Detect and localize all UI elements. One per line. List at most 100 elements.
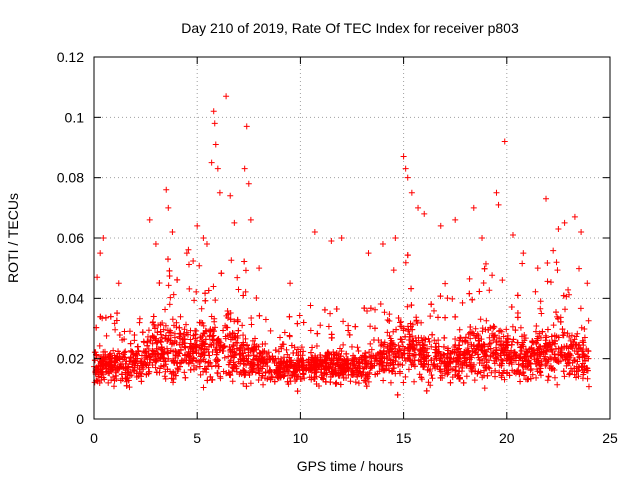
data-point xyxy=(166,273,173,280)
data-point xyxy=(251,346,258,353)
data-point xyxy=(150,313,157,320)
data-point xyxy=(274,370,281,377)
data-point xyxy=(286,358,293,365)
data-point xyxy=(388,368,395,375)
data-point xyxy=(197,353,204,360)
data-point xyxy=(368,353,375,360)
data-point xyxy=(408,189,415,196)
data-point xyxy=(214,370,221,377)
data-point xyxy=(446,358,453,365)
data-point xyxy=(365,360,372,367)
data-point xyxy=(562,356,569,363)
data-point xyxy=(432,344,439,351)
data-point xyxy=(235,286,242,293)
data-point xyxy=(294,320,301,327)
data-point xyxy=(183,357,190,364)
data-point xyxy=(390,267,397,274)
data-point xyxy=(307,349,314,356)
data-point xyxy=(225,311,232,318)
data-point xyxy=(476,356,483,363)
data-point xyxy=(584,375,591,382)
data-point xyxy=(122,348,129,355)
data-point xyxy=(485,364,492,371)
data-point xyxy=(128,372,135,379)
data-point xyxy=(156,279,163,286)
data-point xyxy=(229,378,236,385)
data-point xyxy=(127,355,134,362)
data-point xyxy=(466,275,473,282)
data-point xyxy=(212,362,219,369)
data-point xyxy=(376,349,383,356)
data-point xyxy=(161,373,168,380)
data-point xyxy=(367,365,374,372)
data-point xyxy=(466,290,473,297)
data-point xyxy=(558,344,565,351)
data-point xyxy=(383,359,390,366)
data-point xyxy=(188,344,195,351)
data-point xyxy=(250,360,257,367)
data-point xyxy=(520,363,527,370)
data-point xyxy=(214,165,221,172)
data-point xyxy=(490,332,497,339)
data-point xyxy=(571,213,578,220)
data-point xyxy=(212,324,219,331)
data-point xyxy=(354,373,361,380)
data-point xyxy=(255,343,262,350)
data-point xyxy=(467,335,474,342)
data-point xyxy=(111,362,118,369)
data-point xyxy=(190,258,197,265)
data-point xyxy=(419,338,426,345)
data-point xyxy=(416,371,423,378)
data-point xyxy=(489,272,496,279)
data-point xyxy=(258,355,265,362)
data-point xyxy=(202,290,209,297)
data-point xyxy=(514,292,521,299)
data-point xyxy=(213,358,220,365)
data-point xyxy=(429,375,436,382)
data-point xyxy=(471,345,478,352)
data-point xyxy=(453,349,460,356)
data-point xyxy=(577,305,584,312)
data-point xyxy=(277,334,284,341)
data-point xyxy=(486,287,493,294)
data-point xyxy=(119,371,126,378)
data-point xyxy=(348,343,355,350)
data-point xyxy=(197,371,204,378)
data-point xyxy=(186,350,193,357)
data-point xyxy=(423,387,430,394)
data-point xyxy=(160,362,167,369)
data-point xyxy=(200,235,207,241)
axis-ticks xyxy=(93,56,611,420)
data-point xyxy=(241,258,248,265)
data-point xyxy=(475,368,482,375)
data-point xyxy=(99,357,106,364)
data-point xyxy=(506,350,513,357)
data-point xyxy=(283,346,290,353)
data-point xyxy=(429,331,436,338)
data-point xyxy=(223,93,230,100)
data-point xyxy=(345,327,352,334)
data-point xyxy=(234,316,241,323)
data-point xyxy=(404,303,411,310)
data-point xyxy=(341,357,348,364)
data-point xyxy=(256,349,263,356)
data-point xyxy=(162,306,169,313)
data-point xyxy=(131,337,138,344)
data-point xyxy=(249,363,256,370)
data-point xyxy=(144,338,151,345)
data-point xyxy=(132,352,139,359)
data-point xyxy=(406,336,413,343)
data-point xyxy=(539,328,546,335)
data-point xyxy=(256,265,263,272)
data-point xyxy=(402,259,409,266)
data-point xyxy=(153,369,160,376)
data-point xyxy=(585,355,592,362)
data-point xyxy=(213,351,220,358)
data-point xyxy=(322,352,329,359)
data-point xyxy=(232,339,239,346)
data-point xyxy=(149,332,156,339)
data-point xyxy=(579,360,586,367)
data-point xyxy=(164,327,171,334)
data-point xyxy=(428,301,435,308)
data-point xyxy=(352,379,359,386)
